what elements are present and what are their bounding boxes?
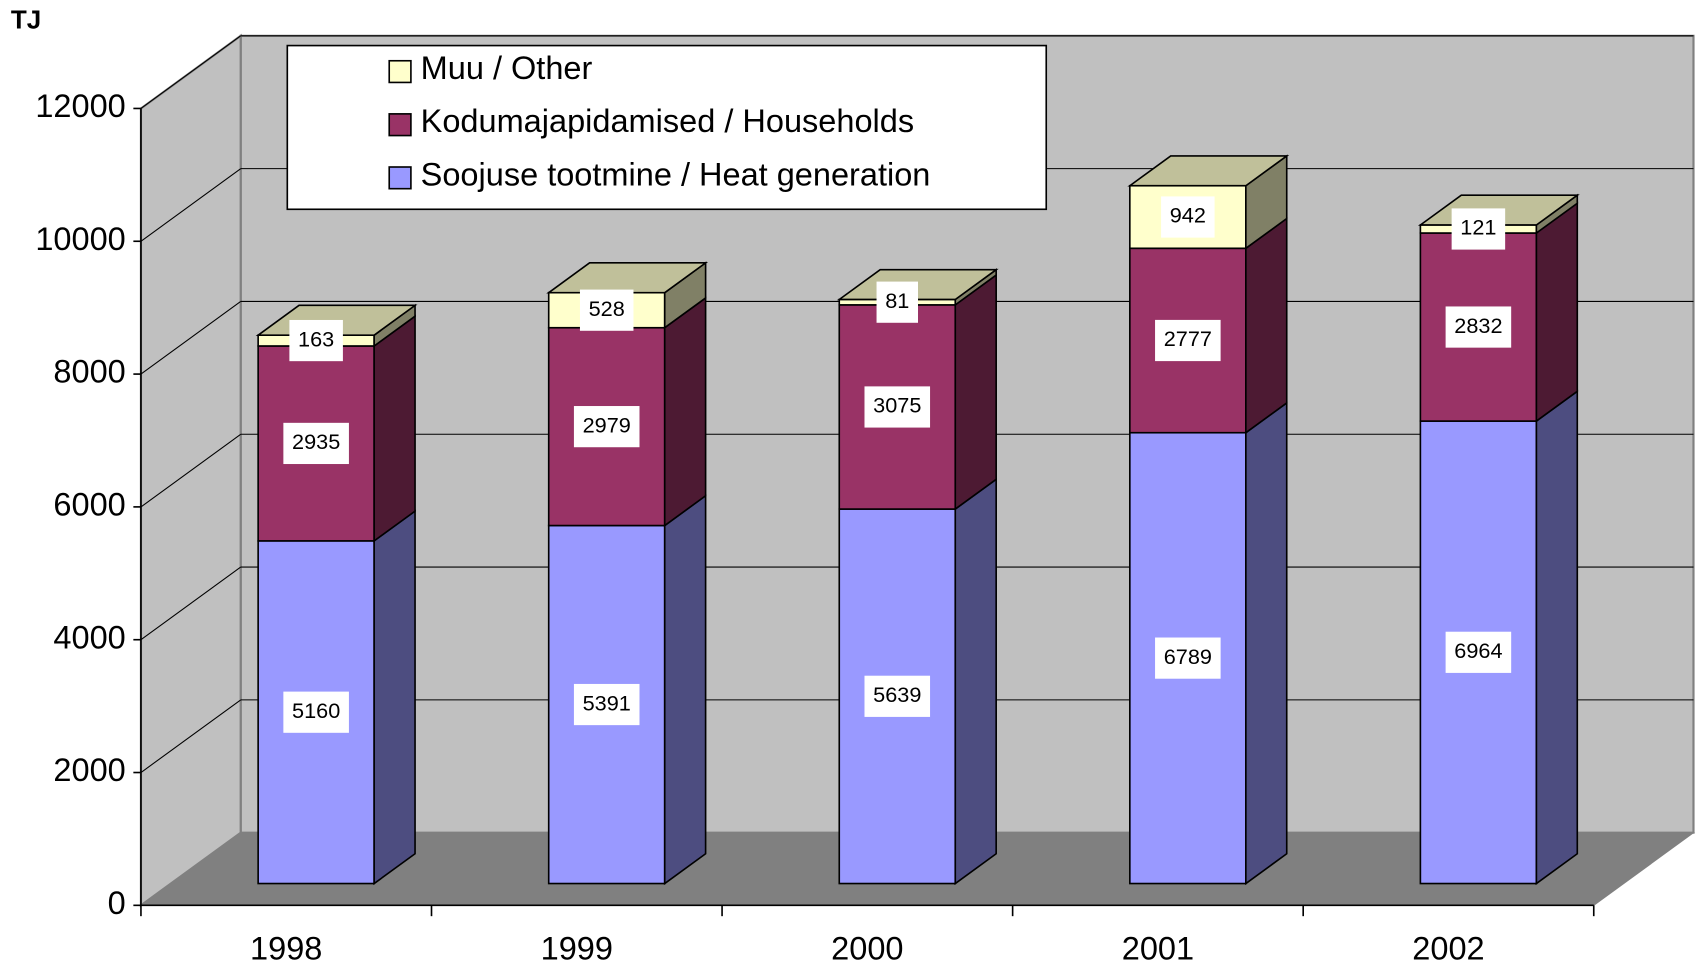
y-tick-label: 4000 <box>53 619 125 655</box>
value-label-box <box>864 386 931 428</box>
value-label: 5160 <box>292 698 340 723</box>
value-label-box <box>876 281 918 323</box>
value-label: 2935 <box>292 429 340 454</box>
x-tick-label: 1999 <box>541 930 613 965</box>
x-tick-label: 2002 <box>1412 930 1484 965</box>
bar-side <box>954 273 997 511</box>
y-tick-label: 2000 <box>53 752 125 788</box>
grid-line <box>140 566 242 641</box>
grid-line <box>140 168 242 242</box>
value-label: 3075 <box>873 393 921 418</box>
value-label: 121 <box>1460 215 1496 240</box>
grid-line <box>140 699 242 773</box>
legend-swatch <box>388 113 412 137</box>
value-label: 5391 <box>583 690 631 715</box>
y-tick-label: 10000 <box>35 221 125 257</box>
bar-side <box>663 296 707 528</box>
grid-line <box>140 433 242 508</box>
value-label-box <box>1445 631 1512 673</box>
y-tick-label: 8000 <box>53 354 125 390</box>
bar-side <box>1245 401 1288 886</box>
value-label-box <box>1161 196 1215 238</box>
value-label-box <box>283 422 349 465</box>
legend-label: Muu / Other <box>421 50 593 86</box>
bar-side <box>1245 216 1288 435</box>
value-label-box <box>573 406 640 448</box>
value-label-box <box>573 683 640 726</box>
legend-label: Kodumajapidamised / Households <box>421 103 914 139</box>
value-label: 6789 <box>1164 644 1212 669</box>
value-label: 528 <box>589 296 625 321</box>
value-label-box <box>1445 306 1512 348</box>
value-label-box <box>1155 637 1221 679</box>
y-tick-label: 6000 <box>53 486 125 522</box>
x-tick-label: 1998 <box>250 930 322 965</box>
value-label-box <box>289 319 343 362</box>
legend-swatch <box>388 166 412 190</box>
bar-side <box>1535 201 1579 423</box>
value-label-box <box>1451 208 1506 250</box>
x-tick-label: 2001 <box>1122 930 1194 965</box>
value-label-box <box>283 691 349 733</box>
value-label: 163 <box>298 326 334 351</box>
bar-side <box>1535 389 1579 886</box>
value-label: 2777 <box>1164 326 1212 351</box>
value-label: 2979 <box>583 412 631 437</box>
y-axis-label: TJ <box>11 5 41 35</box>
legend-label: Soojuse tootmine / Heat generation <box>421 156 931 192</box>
grid-line <box>140 35 242 109</box>
bar-side <box>663 494 707 886</box>
bar-side <box>954 477 997 886</box>
legend <box>286 44 1048 211</box>
value-label: 2832 <box>1454 313 1502 338</box>
value-label-box <box>1155 319 1221 362</box>
value-label: 942 <box>1170 203 1206 228</box>
value-label: 81 <box>885 288 909 313</box>
y-tick-label: 0 <box>108 885 126 921</box>
bar-side <box>373 509 416 886</box>
bar-top <box>1127 155 1290 187</box>
bar-side <box>373 314 416 543</box>
value-label: 5639 <box>873 682 921 707</box>
value-label: 6964 <box>1454 638 1502 663</box>
legend-swatch <box>388 59 412 84</box>
grid-line <box>140 301 242 375</box>
y-tick-label: 12000 <box>35 88 125 124</box>
x-tick-label: 2000 <box>831 930 903 965</box>
value-label-box <box>579 289 634 331</box>
value-label-box <box>864 675 931 717</box>
